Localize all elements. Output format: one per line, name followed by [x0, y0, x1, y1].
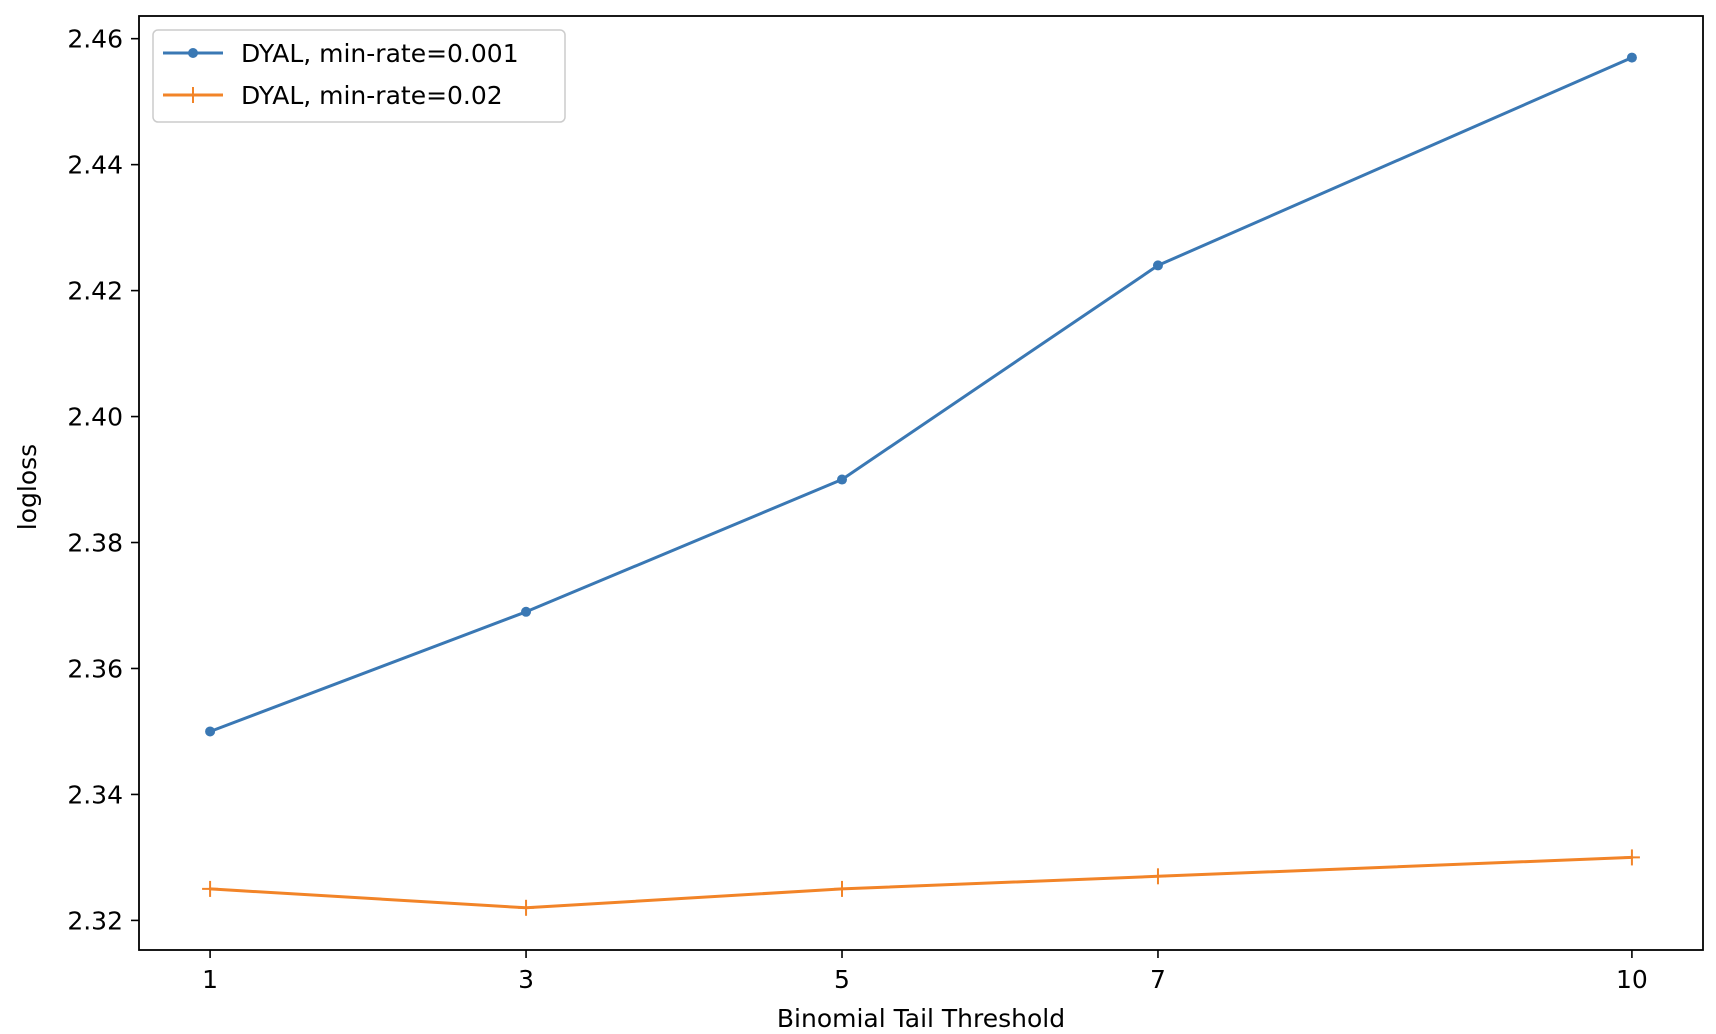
x-tick-label: 1 — [202, 965, 218, 994]
series-1-point — [837, 474, 848, 485]
legend: DYAL, min-rate=0.001 DYAL, min-rate=0.02 — [152, 29, 566, 123]
legend-entry: DYAL, min-rate=0.02 — [163, 81, 503, 110]
x-tick-label: 5 — [834, 965, 850, 994]
x-tick-label: 7 — [1150, 965, 1166, 994]
y-axis-title: logloss — [13, 444, 42, 530]
series-1-point — [1152, 260, 1163, 271]
series-layer — [202, 52, 1640, 916]
series-1-point — [1626, 52, 1637, 63]
y-tick-label: 2.40 — [67, 403, 123, 432]
x-tick-label: 3 — [518, 965, 534, 994]
legend-swatch-marker — [188, 48, 198, 58]
series-2-point — [518, 899, 535, 916]
y-axis-ticks: 2.32 2.34 2.36 2.38 2.40 2.42 2.44 2.46 — [67, 25, 139, 935]
y-tick-label: 2.44 — [67, 151, 123, 180]
y-tick-label: 2.42 — [67, 277, 123, 306]
series-2-point — [834, 880, 851, 897]
legend-box — [152, 29, 566, 123]
y-tick-label: 2.38 — [67, 529, 123, 558]
series-1-point — [205, 726, 216, 737]
legend-entry: DYAL, min-rate=0.001 — [163, 39, 519, 68]
series-2-point — [1623, 849, 1640, 866]
y-tick-label: 2.46 — [67, 25, 123, 54]
y-tick-label: 2.32 — [67, 906, 123, 935]
legend-label: DYAL, min-rate=0.001 — [241, 39, 519, 68]
y-tick-label: 2.34 — [67, 780, 123, 809]
legend-label: DYAL, min-rate=0.02 — [241, 81, 503, 110]
y-tick-label: 2.36 — [67, 654, 123, 683]
series-2-point — [1149, 868, 1166, 885]
x-tick-label: 10 — [1616, 965, 1648, 994]
x-axis-title: Binomial Tail Threshold — [777, 1004, 1065, 1033]
plot-frame — [138, 15, 1704, 951]
series-1-point — [521, 606, 532, 617]
x-axis-ticks: 1 3 5 7 10 — [202, 950, 1648, 994]
series-2-point — [202, 880, 219, 897]
